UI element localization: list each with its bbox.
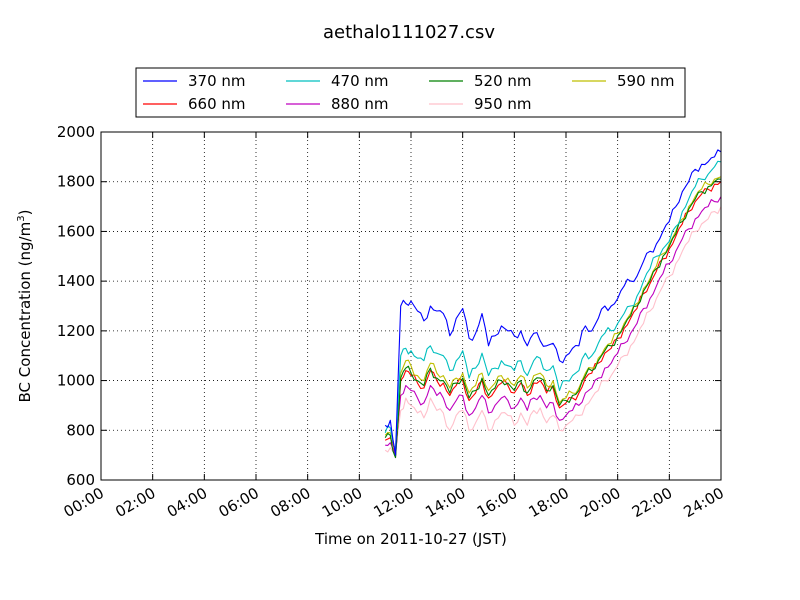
legend-item: 370 nm <box>143 72 246 90</box>
y-axis-label-superscript: 3 <box>16 215 27 221</box>
x-tick-label: 24:00 <box>681 484 727 521</box>
y-axis-label-main: BC Concentration (ng/m <box>16 222 34 403</box>
y-axis-label: BC Concentration (ng/m3) <box>16 210 34 403</box>
chart-title: aethalo111027.csv <box>323 22 495 43</box>
x-tick-label: 22:00 <box>629 484 675 521</box>
legend-label: 590 nm <box>617 72 675 90</box>
legend-frame <box>135 67 686 118</box>
x-tick-label: 10:00 <box>319 484 365 521</box>
legend-item: 880 nm <box>286 95 389 113</box>
x-tick-label: 02:00 <box>112 484 158 521</box>
y-tick-label: 2000 <box>57 123 95 141</box>
series-line-590-nm <box>384 176 722 456</box>
legend-label: 470 nm <box>331 72 389 90</box>
legend-item: 520 nm <box>429 72 532 90</box>
grid <box>101 132 721 480</box>
y-tick-label: 1800 <box>57 173 95 191</box>
y-tick-label: 1600 <box>57 222 95 240</box>
y-tick-label: 600 <box>66 471 95 489</box>
legend-label: 660 nm <box>188 95 246 113</box>
legend-item: 660 nm <box>143 95 246 113</box>
x-tick-label: 00:00 <box>61 484 107 521</box>
y-tick-label: 800 <box>66 421 95 439</box>
x-tick-label: 14:00 <box>422 484 468 521</box>
legend-item: 590 nm <box>572 72 675 90</box>
series-line-520-nm <box>384 178 722 459</box>
legend-label: 950 nm <box>474 95 532 113</box>
legend-label: 880 nm <box>331 95 389 113</box>
series-line-880-nm <box>385 196 722 459</box>
legend-label: 370 nm <box>188 72 246 90</box>
y-tick-label: 1000 <box>57 372 95 390</box>
y-tick-label: 1200 <box>57 322 95 340</box>
x-tick-label: 20:00 <box>577 484 623 521</box>
series-line-950-nm <box>384 206 722 456</box>
legend-label: 520 nm <box>474 72 532 90</box>
x-axis-label: Time on 2011-10-27 (JST) <box>314 530 507 548</box>
x-tick-label: 12:00 <box>371 484 417 521</box>
y-tick-labels: 600 800 1000 1200 1400 1600 1800 2000 <box>57 123 95 489</box>
x-tick-labels: 00:00 02:00 04:00 06:00 08:00 10:00 12:00 14:00… <box>61 484 727 521</box>
y-tick-label: 1400 <box>57 272 95 290</box>
legend: 370 nm 470 nm 520 nm 590 nm 660 nm 880 nm 950 … <box>135 67 686 118</box>
x-tick-label: 18:00 <box>526 484 572 521</box>
y-axis-label-close: ) <box>16 210 34 216</box>
series-line-660-nm <box>384 181 722 456</box>
x-tick-label: 08:00 <box>267 484 313 521</box>
ticks <box>100 131 722 481</box>
legend-item: 950 nm <box>429 95 532 113</box>
series-lines <box>384 149 722 459</box>
x-tick-label: 06:00 <box>216 484 262 521</box>
legend-item: 470 nm <box>286 72 389 90</box>
series-line-370-nm <box>384 149 722 456</box>
x-tick-label: 04:00 <box>164 484 210 521</box>
x-tick-label: 16:00 <box>474 484 520 521</box>
series-line-470-nm <box>384 160 722 451</box>
